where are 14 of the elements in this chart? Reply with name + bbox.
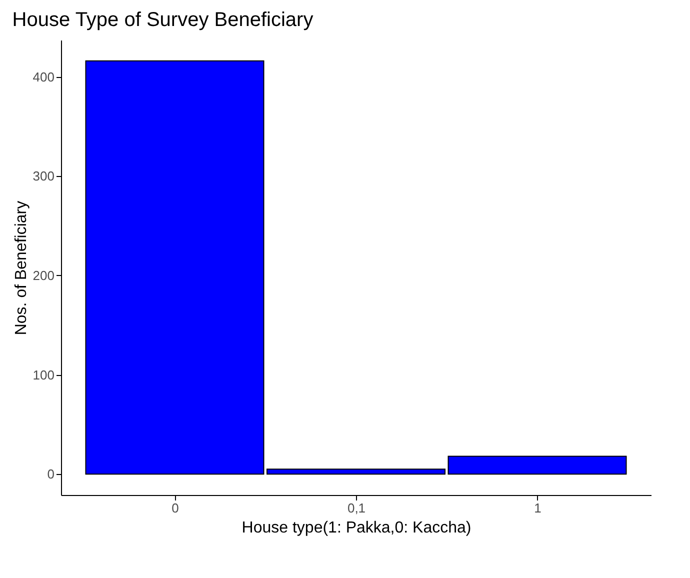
y-tick-label: 100	[32, 367, 54, 382]
x-tick-label: 0,1	[347, 500, 366, 516]
bar	[448, 456, 627, 475]
x-tick-label: 0	[172, 500, 179, 516]
y-tick-label: 300	[32, 168, 54, 184]
x-tick-label: 1	[534, 500, 542, 516]
x-axis-title: House type(1: Pakka,0: Kaccha)	[242, 520, 472, 536]
y-tick-label: 400	[32, 69, 54, 84]
bar	[85, 60, 264, 475]
y-tick-label: 0	[47, 466, 54, 482]
y-axis-title: Nos. of Beneficiary	[12, 200, 30, 336]
chart-title: House Type of Survey Beneficiary	[12, 9, 314, 31]
bar	[266, 468, 446, 475]
y-tick-label: 200	[32, 268, 54, 283]
